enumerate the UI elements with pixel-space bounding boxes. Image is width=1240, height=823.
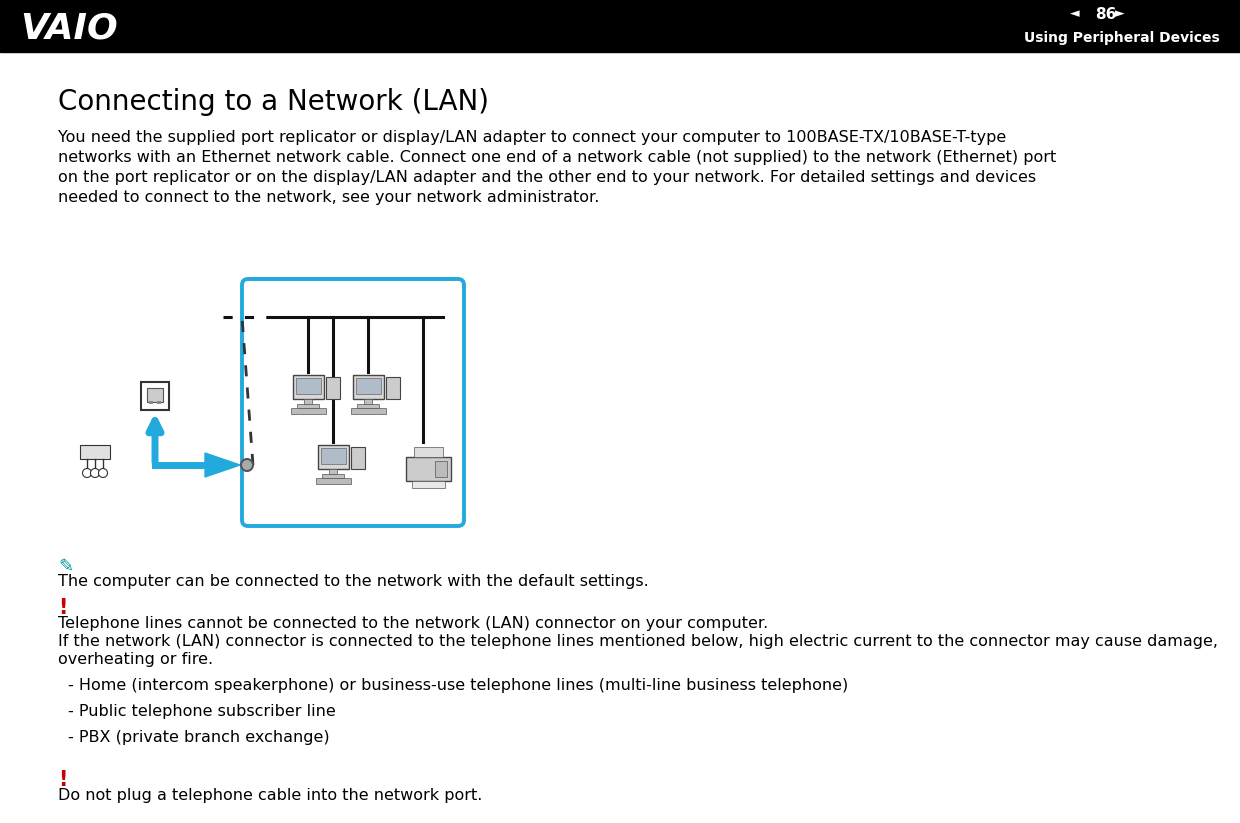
Text: !: ! xyxy=(58,598,67,618)
FancyBboxPatch shape xyxy=(291,408,326,414)
Bar xyxy=(296,378,321,394)
Bar xyxy=(386,377,401,399)
Text: The computer can be connected to the network with the default settings.: The computer can be connected to the net… xyxy=(58,574,649,589)
Bar xyxy=(0,0,1240,52)
FancyBboxPatch shape xyxy=(316,478,351,484)
Bar xyxy=(414,447,443,457)
FancyBboxPatch shape xyxy=(317,445,348,469)
Bar xyxy=(357,404,379,408)
FancyBboxPatch shape xyxy=(242,279,464,526)
Bar xyxy=(435,461,446,477)
Text: needed to connect to the network, see your network administrator.: needed to connect to the network, see yo… xyxy=(58,190,599,205)
Text: VAIO: VAIO xyxy=(20,11,118,45)
Bar xyxy=(356,378,381,394)
Text: - Public telephone subscriber line: - Public telephone subscriber line xyxy=(68,704,336,719)
Bar xyxy=(148,388,162,402)
Text: Telephone lines cannot be connected to the network (LAN) connector on your compu: Telephone lines cannot be connected to t… xyxy=(58,616,769,631)
Bar xyxy=(81,445,110,459)
Text: on the port replicator or on the display/LAN adapter and the other end to your n: on the port replicator or on the display… xyxy=(58,170,1037,185)
Bar xyxy=(405,457,451,481)
Bar xyxy=(321,448,346,464)
Text: You need the supplied port replicator or display/LAN adapter to connect your com: You need the supplied port replicator or… xyxy=(58,130,1006,145)
Bar xyxy=(304,399,312,404)
Text: - Home (intercom speakerphone) or business-use telephone lines (multi-line busin: - Home (intercom speakerphone) or busine… xyxy=(68,678,848,693)
Bar xyxy=(157,401,161,404)
Text: !: ! xyxy=(58,770,67,790)
Bar xyxy=(329,469,337,474)
Circle shape xyxy=(91,468,99,477)
FancyBboxPatch shape xyxy=(351,408,386,414)
Bar xyxy=(351,447,365,469)
Circle shape xyxy=(98,468,108,477)
Bar xyxy=(149,401,153,404)
Text: ►: ► xyxy=(1115,7,1125,21)
Polygon shape xyxy=(205,453,241,477)
Text: ◄: ◄ xyxy=(1070,7,1080,21)
FancyBboxPatch shape xyxy=(353,375,384,399)
FancyBboxPatch shape xyxy=(141,382,169,410)
Bar xyxy=(298,404,319,408)
Text: 86: 86 xyxy=(1095,7,1116,21)
Text: If the network (LAN) connector is connected to the telephone lines mentioned bel: If the network (LAN) connector is connec… xyxy=(58,634,1218,649)
Text: networks with an Ethernet network cable. Connect one end of a network cable (not: networks with an Ethernet network cable.… xyxy=(58,150,1056,165)
Text: - PBX (private branch exchange): - PBX (private branch exchange) xyxy=(68,730,330,745)
Text: overheating or fire.: overheating or fire. xyxy=(58,652,213,667)
Bar xyxy=(365,399,372,404)
FancyBboxPatch shape xyxy=(293,375,324,399)
Bar xyxy=(412,481,445,488)
Circle shape xyxy=(83,468,92,477)
Text: Do not plug a telephone cable into the network port.: Do not plug a telephone cable into the n… xyxy=(58,788,482,803)
Bar xyxy=(326,377,340,399)
Text: Using Peripheral Devices: Using Peripheral Devices xyxy=(1024,31,1220,45)
Text: ✎: ✎ xyxy=(58,558,73,576)
Circle shape xyxy=(241,459,253,471)
Text: Connecting to a Network (LAN): Connecting to a Network (LAN) xyxy=(58,88,489,116)
Bar xyxy=(322,474,343,478)
